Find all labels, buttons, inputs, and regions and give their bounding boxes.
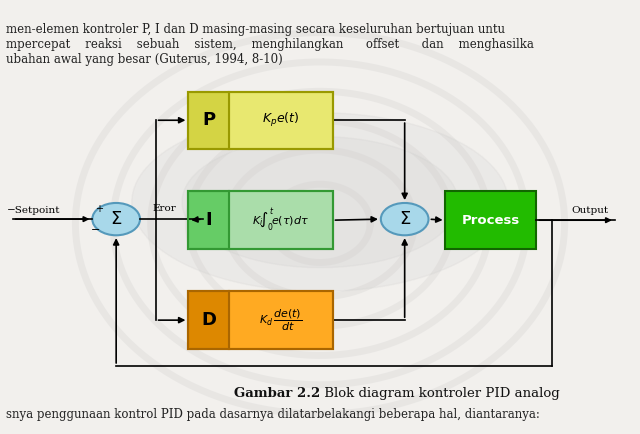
- Polygon shape: [182, 137, 458, 268]
- Text: snya penggunaan kontrol PID pada dasarnya dilatarbelakangi beberapa hal, diantar: snya penggunaan kontrol PID pada dasarny…: [6, 408, 540, 421]
- Bar: [188, 292, 228, 349]
- Text: $K_p e(t)$: $K_p e(t)$: [262, 111, 300, 129]
- Bar: [188, 191, 333, 249]
- Text: Blok diagram kontroler PID analog: Blok diagram kontroler PID analog: [320, 387, 560, 400]
- Bar: [188, 92, 333, 149]
- Text: −: −: [92, 225, 100, 235]
- Circle shape: [381, 203, 429, 235]
- Bar: [228, 191, 333, 249]
- Text: men-elemen kontroler P, I dan D masing-masing secara keseluruhan bertujuan untu: men-elemen kontroler P, I dan D masing-m…: [6, 23, 506, 36]
- Text: $\Sigma$: $\Sigma$: [399, 210, 411, 228]
- Text: mpercepat    reaksi    sebuah    sistem,    menghilangkan      offset      dan  : mpercepat reaksi sebuah sistem, menghila…: [6, 38, 534, 51]
- Text: +: +: [95, 204, 104, 214]
- Text: −Setpoint: −Setpoint: [6, 206, 60, 215]
- Polygon shape: [132, 113, 508, 291]
- Text: Gambar 2.2: Gambar 2.2: [234, 387, 320, 400]
- Text: D: D: [201, 311, 216, 329]
- Text: ubahan awal yang besar (Guterus, 1994, 8-10): ubahan awal yang besar (Guterus, 1994, 8…: [6, 53, 283, 66]
- Bar: [188, 292, 333, 349]
- Circle shape: [92, 203, 140, 235]
- Bar: [188, 92, 228, 149]
- Text: P: P: [202, 111, 215, 129]
- Text: $K_d\,\dfrac{de(t)}{dt}$: $K_d\,\dfrac{de(t)}{dt}$: [259, 307, 302, 333]
- Bar: [188, 191, 228, 249]
- Text: $\Sigma$: $\Sigma$: [110, 210, 122, 228]
- Bar: [228, 92, 333, 149]
- Bar: [228, 292, 333, 349]
- Text: $K_i\!\int_0^t\!e(\tau)d\tau$: $K_i\!\int_0^t\!e(\tau)d\tau$: [252, 207, 309, 234]
- Polygon shape: [182, 137, 458, 268]
- Text: I: I: [205, 211, 212, 229]
- Bar: [445, 191, 536, 249]
- Text: Output: Output: [572, 206, 609, 215]
- Text: Eror: Eror: [152, 204, 176, 213]
- Polygon shape: [132, 113, 508, 291]
- Text: Process: Process: [462, 214, 520, 227]
